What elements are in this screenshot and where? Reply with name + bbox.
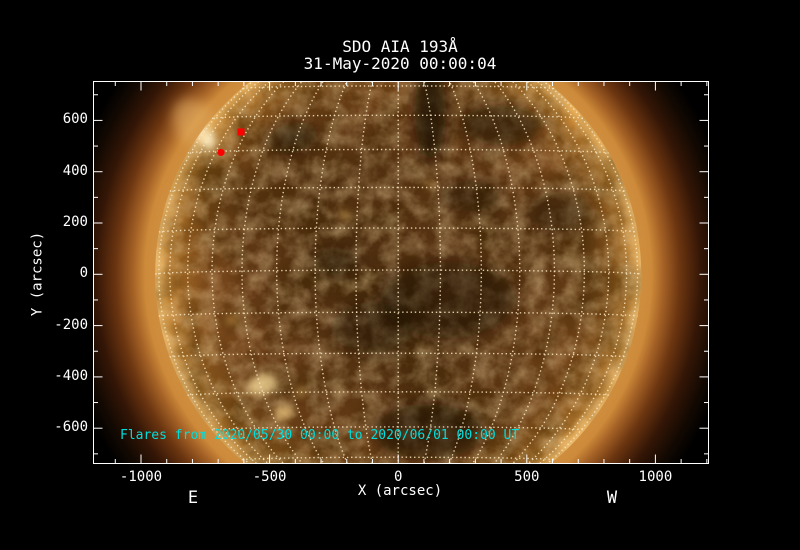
x-tick-label: -500	[252, 469, 287, 485]
y-tick-label: 600	[62, 111, 88, 128]
limb-outer-glow	[148, 81, 648, 464]
x-tick-label: 1000	[638, 469, 673, 485]
y-tick-label: -200	[54, 316, 88, 333]
y-tick-label: 0	[79, 265, 88, 282]
y-tick-label: 400	[62, 162, 88, 179]
plot-border	[93, 81, 709, 464]
x-tick-label: 500	[514, 469, 540, 485]
flare-interval-annotation: Flares from 2020/05/30 00:00 to 2020/06/…	[120, 428, 520, 443]
flare-markers	[217, 128, 245, 157]
y-tick-label: 200	[62, 214, 88, 230]
chart-title: SDO AIA 193Å	[342, 37, 458, 56]
east-compass-label: E	[187, 488, 199, 508]
plot-area	[93, 81, 709, 464]
flare-marker	[217, 148, 225, 157]
flare-marker	[237, 128, 245, 136]
chart-subtitle: 31-May-2020 00:00:04	[303, 54, 497, 73]
x-tick-label: -1000	[119, 469, 163, 485]
axis-ticks	[93, 81, 709, 464]
west-compass-label: W	[606, 488, 618, 508]
coronal-holes	[266, 81, 592, 460]
x-axis-label: X (arcsec)	[357, 483, 443, 499]
y-tick-label: -400	[54, 367, 88, 384]
x-tick-label: 0	[393, 469, 403, 485]
y-tick-label: -600	[54, 419, 88, 436]
